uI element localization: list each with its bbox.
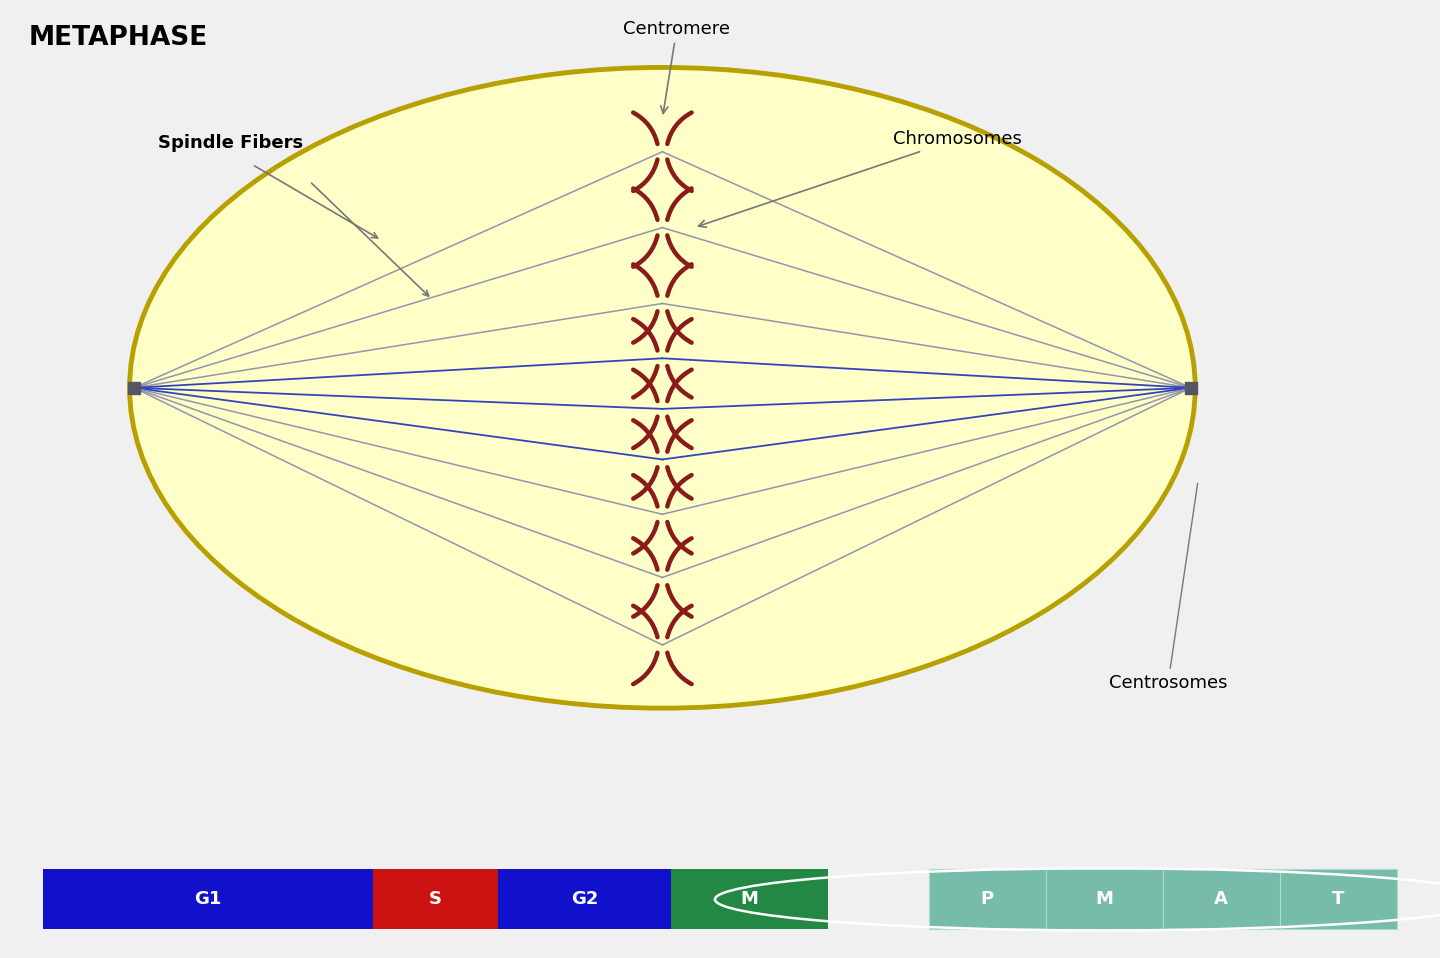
Text: METAPHASE: METAPHASE	[29, 25, 207, 52]
Ellipse shape	[130, 67, 1195, 708]
Text: Spindle Fibers: Spindle Fibers	[158, 134, 304, 152]
Bar	[1280, 870, 1397, 929]
Bar	[1164, 870, 1280, 929]
Text: Centromere: Centromere	[624, 20, 730, 113]
Bar	[498, 870, 671, 929]
Text: P: P	[981, 890, 994, 908]
Bar	[671, 870, 828, 929]
Text: S: S	[429, 890, 442, 908]
Text: Chromosomes: Chromosomes	[698, 130, 1021, 227]
Text: M: M	[1096, 890, 1113, 908]
Text: G1: G1	[194, 890, 222, 908]
Text: T: T	[1332, 890, 1345, 908]
Text: Centrosomes: Centrosomes	[1109, 483, 1227, 692]
Bar	[43, 870, 373, 929]
Bar	[1045, 870, 1164, 929]
Text: A: A	[1214, 890, 1228, 908]
Text: M: M	[740, 890, 759, 908]
Text: G2: G2	[572, 890, 599, 908]
Bar	[373, 870, 498, 929]
Bar	[929, 870, 1045, 929]
